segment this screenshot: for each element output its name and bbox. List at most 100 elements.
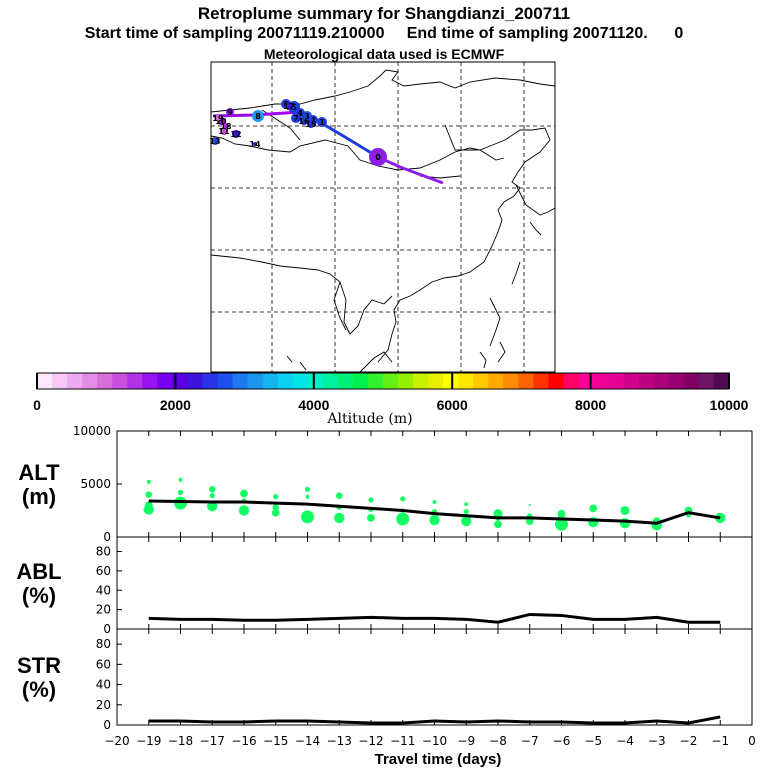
altitude-point xyxy=(620,505,630,516)
title-line-3: Meteorological data used is ECMWF xyxy=(263,46,505,62)
trajectory-dot xyxy=(215,115,221,121)
colorbar-tick-label: 4000 xyxy=(298,397,329,413)
altitude-point xyxy=(464,502,469,507)
x-tick-label: −18 xyxy=(168,734,193,748)
colorbar-cell xyxy=(593,373,610,389)
x-tick-label: −2 xyxy=(680,734,698,748)
trajectory-marker-label: 5 xyxy=(291,103,297,112)
colorbar-cell xyxy=(608,373,625,389)
altitude-point xyxy=(174,496,187,510)
trajectory-map: 012345678910111213141516171819 xyxy=(209,61,556,373)
altitude-point xyxy=(368,497,374,503)
altitude-point xyxy=(271,508,280,517)
title-line-1: Retroplume summary for Shangdianzi_20071… xyxy=(197,4,571,23)
x-tick-label: −6 xyxy=(553,734,571,748)
colorbar-cell xyxy=(127,373,143,389)
colorbar-cells xyxy=(37,373,730,389)
trajectory-marker-label: 14 xyxy=(249,140,261,149)
x-tick-label: −12 xyxy=(358,734,383,748)
colorbar-axis-label: Altitude (m) xyxy=(326,411,412,427)
altitude-point xyxy=(528,504,531,507)
colorbar-cell xyxy=(548,373,565,389)
colorbar-tick-label: 8000 xyxy=(575,397,606,413)
y-tick-label: 80 xyxy=(96,637,111,651)
trajectory-marker-label: 7 xyxy=(293,114,299,123)
x-tick-label: −1 xyxy=(711,734,729,748)
colorbar-cell xyxy=(52,373,68,389)
trajectory-dot xyxy=(252,110,264,122)
x-tick-label: −19 xyxy=(136,734,161,748)
altitude-point xyxy=(209,493,215,499)
trajectory-marker-label: 8 xyxy=(255,112,261,121)
colorbar-ticks: 0 2000 4000 6000 8000 10000 xyxy=(33,373,749,413)
x-tick-label: −20 xyxy=(104,734,129,748)
altitude-colorbar: 0 2000 4000 6000 8000 10000 Altitude (m) xyxy=(33,372,749,427)
colorbar-cell xyxy=(247,373,264,389)
colorbar-cell xyxy=(683,373,700,389)
altitude-point xyxy=(178,477,183,482)
altitude-point xyxy=(367,514,375,522)
x-tick-label: −13 xyxy=(327,734,352,748)
x-tick-label: −3 xyxy=(648,734,666,748)
trajectory-marker-label: 16 xyxy=(298,117,310,126)
altitude-point xyxy=(396,512,410,526)
map-frame xyxy=(210,61,556,373)
colorbar-cell xyxy=(488,373,504,389)
colorbar-cell xyxy=(383,373,399,389)
altitude-point xyxy=(429,514,440,526)
trajectory-marker-label: 19 xyxy=(212,114,224,123)
trajectory-dot xyxy=(317,117,327,127)
trajectory-marker-label: 17 xyxy=(283,102,294,111)
trajectory-marker-label: 13 xyxy=(209,137,220,146)
trajectory-dot xyxy=(369,148,387,166)
series-line xyxy=(148,499,721,525)
y-tick-label: 60 xyxy=(96,564,111,578)
altitude-point xyxy=(400,496,406,502)
series-line xyxy=(148,715,721,725)
x-tick-label: −16 xyxy=(231,734,256,748)
title-line-2: Start time of sampling 20071119.210000 E… xyxy=(84,25,684,42)
altitude-point xyxy=(146,479,151,484)
altitude-point xyxy=(272,504,279,511)
trajectory-marker-label: 2 xyxy=(310,116,316,125)
altitude-point xyxy=(494,520,502,529)
x-tick-label: −11 xyxy=(390,734,415,748)
colorbar-cell xyxy=(262,373,279,389)
colorbar-cell xyxy=(82,373,98,389)
colorbar-tick-label: 10000 xyxy=(710,397,749,413)
x-tick-label: −15 xyxy=(263,734,288,748)
colorbar-cell xyxy=(157,373,173,389)
colorbar-tick-label: 0 xyxy=(33,397,41,413)
trajectory-marker-label: 11 xyxy=(218,127,230,136)
trajectory-marker-label: 10 xyxy=(215,117,227,126)
colorbar-cell xyxy=(653,373,670,389)
y-tick-label: 0 xyxy=(103,530,111,544)
colorbar-cell xyxy=(563,373,580,389)
colorbar-cell xyxy=(187,373,204,389)
y-tick-label: 40 xyxy=(96,583,111,597)
y-tick-label: 0 xyxy=(103,718,111,732)
y-tick-label: 20 xyxy=(96,603,111,617)
colorbar-cell xyxy=(578,373,595,389)
altitude-point xyxy=(238,505,250,516)
x-tick-label: −10 xyxy=(422,734,447,748)
altitude-point xyxy=(589,504,598,513)
trajectory-dot xyxy=(291,113,301,123)
colorbar-cell xyxy=(638,373,655,389)
altitude-point xyxy=(207,501,218,512)
y-tick-label: 20 xyxy=(96,698,111,712)
altitude-point xyxy=(305,494,310,499)
trajectory-marker-label: 9 xyxy=(227,108,233,117)
trajectory-marker-label: 0 xyxy=(375,153,381,162)
colorbar-cell xyxy=(67,373,83,389)
x-tick-label: −8 xyxy=(489,734,507,748)
trajectory-dot xyxy=(211,137,219,145)
colorbar-cell xyxy=(473,373,489,389)
x-tick-label: −17 xyxy=(200,734,225,748)
trajectory-dot xyxy=(232,130,240,138)
altitude-point xyxy=(304,486,311,492)
trajectory-marker-label: 15 xyxy=(305,120,317,129)
trajectory: 012345678910111213141516171819 xyxy=(209,99,444,185)
panel-frame xyxy=(116,628,753,726)
colorbar-cell xyxy=(443,373,459,389)
